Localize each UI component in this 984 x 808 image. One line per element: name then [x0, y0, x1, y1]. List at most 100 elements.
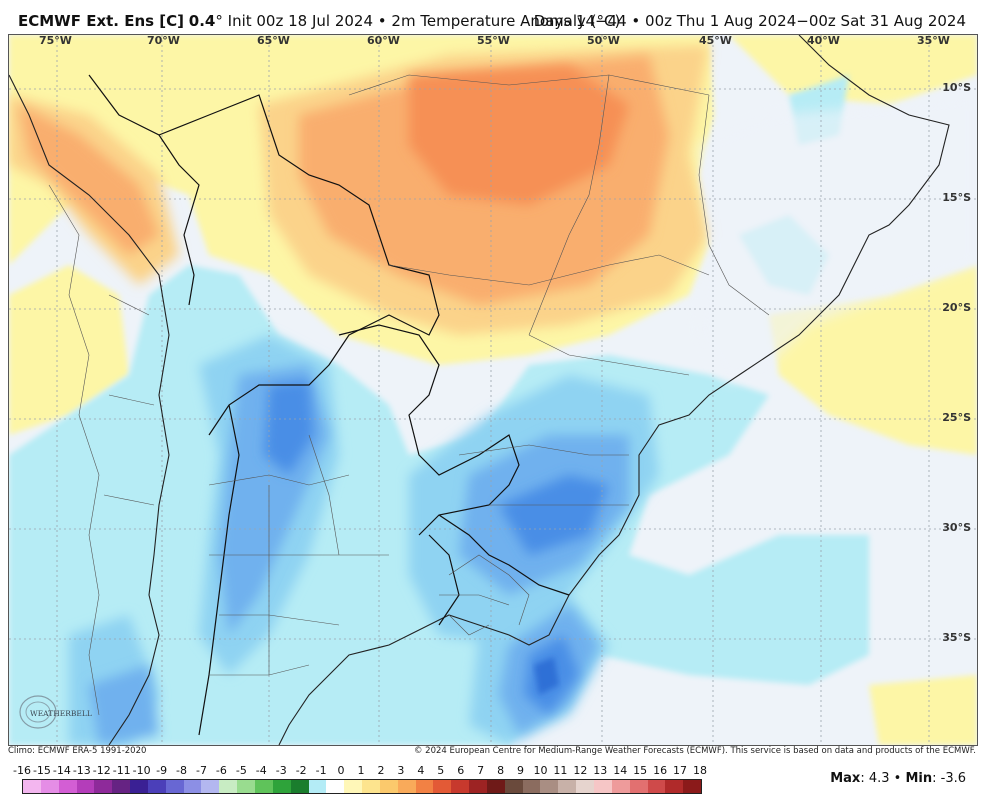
- climo-source: Climo: ECMWF ERA-5 1991-2020: [8, 746, 147, 756]
- colorbar-swatch: [540, 780, 559, 793]
- colorbar-tick-label: 16: [653, 764, 668, 777]
- colorbar-tick-label: -7: [195, 764, 207, 777]
- colorbar-tick-label: -8: [176, 764, 187, 777]
- colorbar-swatch: [504, 780, 523, 793]
- product-value: 0.4: [188, 12, 216, 30]
- logo-text: WEATHERBELL: [30, 709, 92, 718]
- colorbar-tick-label: 18: [693, 764, 707, 777]
- colorbar-swatch: [486, 780, 505, 793]
- colorbar-tick-label: -6: [215, 764, 227, 777]
- colorbar-tick-label: -5: [235, 764, 247, 777]
- colorbar-swatch: [415, 780, 434, 793]
- colorbar-swatch: [344, 780, 363, 793]
- colorbar-swatch: [522, 780, 541, 793]
- colorbar-swatch: [183, 780, 202, 793]
- cool-core-regions: [534, 657, 559, 695]
- colorbar-swatch: [647, 780, 666, 793]
- colorbar-swatch: [40, 780, 59, 793]
- colorbar-swatch: [451, 780, 470, 793]
- colorbar-swatch: [219, 780, 238, 793]
- colorbar-swatch: [326, 780, 345, 793]
- anomaly-map[interactable]: 75°W 70°W 65°W 60°W 55°W 50°W 45°W 40°W …: [8, 34, 978, 746]
- colorbar-tick-label: 8: [497, 764, 505, 777]
- colorbar-swatch: [469, 780, 487, 793]
- colorbar-tick-label: -9: [156, 764, 168, 777]
- colorbar-swatch: [237, 780, 255, 793]
- colorbar-swatch: [94, 780, 113, 793]
- colorbar-swatch: [23, 780, 41, 793]
- colorbar-tick-label: -11: [112, 764, 131, 777]
- colorbar-swatch: [611, 780, 630, 793]
- colorbar-tick-label: 2: [377, 764, 385, 777]
- colorbar-swatch: [629, 780, 648, 793]
- min-value: -3.6: [940, 771, 966, 786]
- lon-label-40w: 40°W: [807, 34, 840, 47]
- product-name: ECMWF Ext. Ens [C]: [18, 12, 185, 30]
- colorbar-swatch: [362, 780, 380, 793]
- colorbar-tick-label: 11: [553, 764, 568, 777]
- weatherbell-logo: WEATHERBELL: [18, 692, 98, 732]
- ocean-neutral: [699, 95, 977, 385]
- coastline: [9, 35, 950, 745]
- lat-label-30s: 30°S: [942, 521, 971, 534]
- colorbar-swatch: [58, 780, 77, 793]
- credits: Climo: ECMWF ERA-5 1991-2020 © 2024 Euro…: [8, 746, 976, 758]
- lon-label-45w: 45°W: [699, 34, 732, 47]
- lat-label-20s: 20°S: [942, 301, 971, 314]
- lon-label-50w: 50°W: [587, 34, 620, 47]
- header: ECMWF Ext. Ens [C] 0.4° Init 00z 18 Jul …: [0, 0, 984, 34]
- copyright-notice: © 2024 European Centre for Medium-Range …: [413, 746, 976, 756]
- max-value: 4.3: [868, 771, 890, 786]
- colorbar-tick-label: 1: [357, 764, 365, 777]
- colorbar-tick-label: -4: [255, 764, 267, 777]
- colorbar-tick-label: 14: [613, 764, 628, 777]
- colorbar-swatch: [433, 780, 452, 793]
- colorbar-tick-label: -10: [132, 764, 151, 777]
- colorbar-swatch: [558, 780, 577, 793]
- colorbar-tick-label: -15: [32, 764, 51, 777]
- colorbar-swatch: [272, 780, 291, 793]
- colorbar-swatch: [683, 780, 702, 793]
- colorbar-swatch: [201, 780, 220, 793]
- colorbar-tick-label: 10: [533, 764, 548, 777]
- colorbar-tick-label: -1: [315, 764, 327, 777]
- lat-label-25s: 25°S: [942, 411, 971, 424]
- colorbar-tick-label: 9: [517, 764, 525, 777]
- product-title: ECMWF Ext. Ens [C] 0.4° Init 00z 18 Jul …: [18, 12, 620, 30]
- colorbar-tick-label: 6: [457, 764, 465, 777]
- logo-mark: WEATHERBELL: [19, 695, 92, 729]
- colorbar-swatch: [308, 780, 327, 793]
- cool-deep-regions: [264, 380, 609, 715]
- colorbar-swatch: [665, 780, 684, 793]
- lat-label-35s: 35°S: [942, 631, 971, 644]
- colorbar-tick-label: 4: [417, 764, 425, 777]
- max-label: Max: [830, 771, 861, 786]
- colorbar-tick-label: 12: [573, 764, 588, 777]
- min-label: Min: [905, 771, 933, 786]
- colorbar-swatch: [379, 780, 398, 793]
- colorbar-tick-label: 13: [593, 764, 608, 777]
- map-canvas: [9, 35, 977, 745]
- lon-label-70w: 70°W: [147, 34, 180, 47]
- colorbar-tick-label: 0: [337, 764, 345, 777]
- colorbar-swatch: [594, 780, 612, 793]
- init-info: ° Init 00z 18 Jul 2024 • 2m Temperature …: [215, 12, 621, 30]
- colorbar-swatch: [290, 780, 309, 793]
- lon-label-55w: 55°W: [477, 34, 510, 47]
- colorbar-tick-label: 7: [477, 764, 485, 777]
- colorbar-tick-label: -16: [13, 764, 31, 777]
- colorbar-tick-label: -2: [295, 764, 307, 777]
- colorbar-tick-label: -13: [72, 764, 91, 777]
- colorbar-tick-label: 3: [397, 764, 405, 777]
- colorbar-tick-label: -12: [92, 764, 111, 777]
- colorbar-swatch: [76, 780, 95, 793]
- country-borders: [88, 74, 570, 736]
- lat-label-15s: 15°S: [942, 191, 971, 204]
- stats: Max: 4.3 • Min: -3.6: [830, 771, 966, 786]
- colorbar-swatch: [147, 780, 166, 793]
- colorbar-swatch: [576, 780, 594, 793]
- lat-label-10s: 10°S: [942, 81, 971, 94]
- state-borders: [48, 74, 770, 716]
- colorbar-swatch: [397, 780, 416, 793]
- colorbar-tick-label: -14: [52, 764, 71, 777]
